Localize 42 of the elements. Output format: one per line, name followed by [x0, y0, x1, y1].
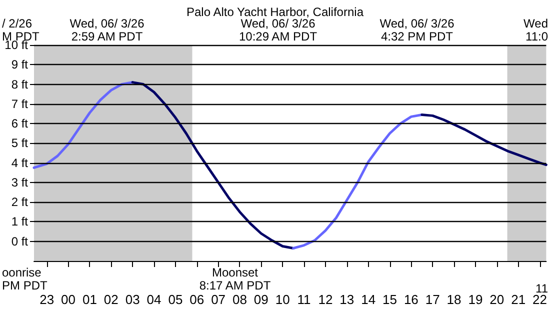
y-tick-label: 1 ft [11, 214, 29, 229]
text: Moonset 8:17 AM PDT [199, 266, 272, 292]
text: Wed, 06/ 3/26 4:32 PM PDT [380, 16, 455, 44]
x-tick-label: 01 [82, 292, 97, 307]
y-tick-label: 2 ft [11, 195, 29, 210]
x-tick-label: 11 [297, 292, 311, 307]
text: oonrise PM PDT [2, 266, 48, 292]
x-tick-label: 08 [232, 292, 247, 307]
line-series [131, 81, 295, 250]
y-tick-label: 8 ft [11, 77, 29, 92]
x-tick-label: 03 [125, 292, 140, 307]
y-tick-label: 9 ft [11, 58, 29, 72]
x-tick-label: 05 [168, 292, 183, 307]
x-tick-label: 02 [104, 292, 118, 307]
x-tick-label: 10 [275, 292, 290, 307]
x-tick-label: 13 [340, 292, 354, 307]
chart-title: Palo Alto Yacht Harbor, California [186, 5, 364, 19]
y-tick-label: 7 ft [11, 96, 29, 111]
x-tick-label: 06 [190, 292, 204, 307]
text: Wed, 06/ 3/26 2:59 AM PDT [70, 16, 145, 44]
text: Wed 11:0 [524, 16, 548, 44]
x-tick-label: 12 [318, 292, 333, 307]
line-series [292, 113, 424, 250]
x-tick-label: 23 [40, 292, 54, 307]
y-tick-label: 0 ft [11, 234, 29, 248]
x-tick-label: 00 [61, 292, 76, 307]
x-tick-label: 07 [211, 292, 226, 307]
y-tick-label: 5 ft [11, 136, 29, 150]
x-tick-label: 21 [511, 292, 526, 307]
y-tick-label: 6 ft [11, 116, 29, 131]
text: Wed, 06/ 3/26 10:29 AM PDT [238, 16, 318, 44]
y-tick-label: 3 ft [11, 175, 29, 190]
x-tick-label: 14 [361, 292, 376, 307]
x-tick-label: 04 [146, 292, 162, 307]
x-tick-label: 15 [382, 292, 397, 307]
x-tick-label: 18 [446, 292, 462, 307]
x-tick-label: 16 [404, 292, 418, 307]
x-tick-label: 09 [254, 292, 268, 307]
x-tick-label: 20 [490, 292, 504, 307]
x-tick-label: 19 [468, 292, 483, 307]
x-tick-label: 17 [425, 292, 440, 307]
y-tick-label: 4 ft [11, 156, 29, 170]
